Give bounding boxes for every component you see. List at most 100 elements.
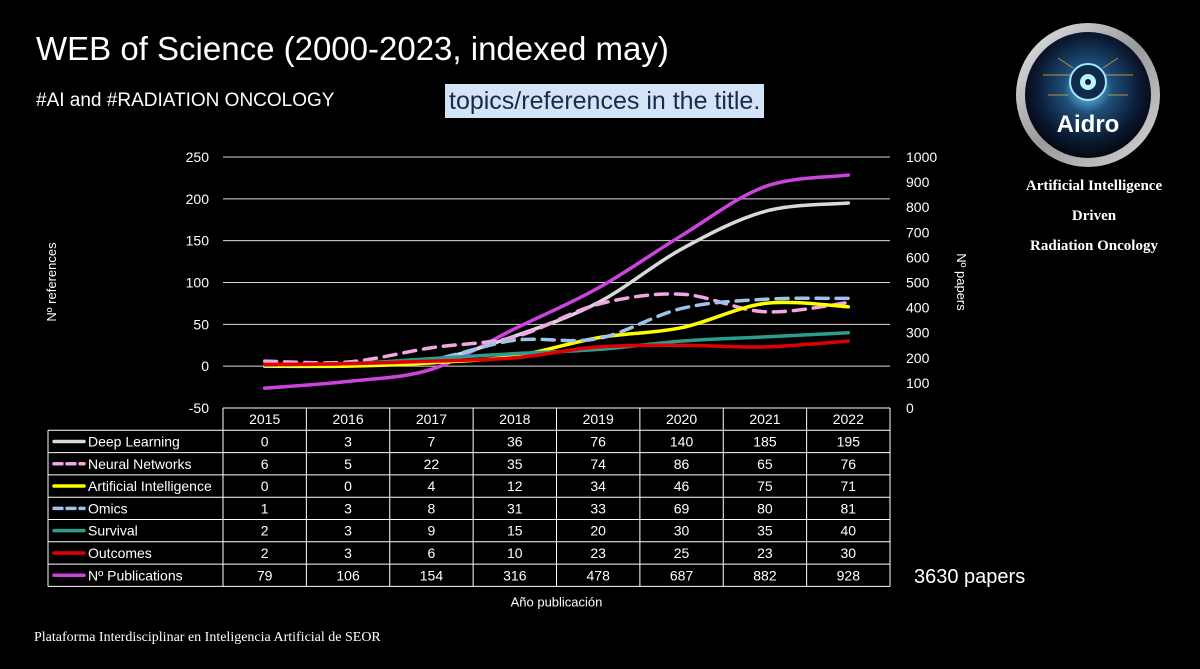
series-line-deep-learning [262,201,851,368]
y2-tick-label: 500 [906,275,930,291]
table-cell: 106 [336,567,360,583]
highlighted-note: topics/references in the title. [445,84,765,118]
y-tick-label: 250 [186,149,210,165]
y-tick-label: -50 [189,400,209,416]
y-tick-label: 100 [186,275,210,291]
y2-tick-label: 0 [906,400,914,416]
table-cell: 35 [507,456,523,472]
table-cell: 81 [841,500,857,516]
y2-tick-label: 900 [906,174,930,190]
y-axis-title: Nº references [44,242,59,322]
legend-label: Artificial Intelligence [88,478,212,494]
table-cell: 1 [261,500,269,516]
x-tick-label: 2015 [249,411,280,427]
table-cell: 882 [753,567,777,583]
table-cell: 0 [261,478,269,494]
legend-label: Survival [88,523,138,539]
y2-tick-label: 800 [906,199,930,215]
table-cell: 71 [841,478,857,494]
x-tick-label: 2018 [499,411,530,427]
table-cell: 6 [261,456,269,472]
y2-tick-label: 600 [906,249,930,265]
y-tick-label: 150 [186,233,210,249]
x-tick-label: 2022 [833,411,864,427]
table-cell: 12 [507,478,523,494]
table-cell: 195 [837,433,861,449]
y2-tick-label: 1000 [906,149,937,165]
table-cell: 23 [757,545,773,561]
table-cell: 74 [590,456,606,472]
y2-tick-label: 700 [906,224,930,240]
brand-line-2: Driven [1071,208,1117,224]
y2-tick-label: 100 [906,375,930,391]
table-cell: 10 [507,545,523,561]
legend-label: Neural Networks [88,456,191,472]
table-cell: 69 [674,500,690,516]
table-cell: 928 [837,567,861,583]
table-cell: 33 [590,500,606,516]
table-cell: 0 [261,433,269,449]
x-tick-label: 2021 [749,411,780,427]
table-cell: 31 [507,500,523,516]
table-cell: 20 [590,523,606,539]
table-cell: 30 [841,545,857,561]
table-cell: 687 [670,567,694,583]
x-tick-label: 2019 [583,411,614,427]
table-cell: 76 [590,433,606,449]
table-cell: 8 [428,500,436,516]
footer-text: Plataforma Interdisciplinar en Inteligen… [34,630,381,645]
y-tick-label: 50 [193,316,209,332]
table-cell: 2 [261,523,269,539]
table-cell: 3 [344,433,352,449]
table-cell: 0 [344,478,352,494]
page-title: WEB of Science (2000-2023, indexed may) [36,30,669,67]
table-cell: 36 [507,433,523,449]
x-tick-label: 2016 [332,411,363,427]
table-cell: 86 [674,456,690,472]
table-cell: 80 [757,500,773,516]
table-cell: 5 [344,456,352,472]
table-cell: 35 [757,523,773,539]
table-cell: 3 [344,500,352,516]
page-subtitle: #AI and #RADIATION ONCOLOGY [36,90,335,111]
x-tick-label: 2020 [666,411,697,427]
logo-text: Aidro [1057,111,1120,138]
table-cell: 3 [344,545,352,561]
table-cell: 76 [841,456,857,472]
series-line-n-publications [262,173,851,390]
brand-line-1: Artificial Intelligence [1025,178,1163,194]
y2-tick-label: 400 [906,300,930,316]
series-line-outcomes [262,339,851,367]
table-cell: 75 [757,478,773,494]
y-tick-label: 200 [186,191,210,207]
table-cell: 79 [257,567,273,583]
table-cell: 140 [670,433,694,449]
table-cell: 23 [590,545,606,561]
table-cell: 30 [674,523,690,539]
table-cell: 15 [507,523,523,539]
brand-line-3: Radiation Oncology [1030,238,1158,254]
table-cell: 6 [428,545,436,561]
x-axis-title: Año publicación [511,594,603,609]
y2-axis-title: Nº papers [954,253,969,311]
table-cell: 2 [261,545,269,561]
total-papers: 3630 papers [914,566,1026,588]
aidro-logo: Aidro [1016,23,1160,167]
table-cell: 3 [344,523,352,539]
legend-label: Omics [88,500,128,516]
y2-tick-label: 300 [906,325,930,341]
x-tick-label: 2017 [416,411,447,427]
legend-label: Deep Learning [88,433,180,449]
table-cell: 316 [503,567,527,583]
series-line-neural-networks [262,292,851,365]
table-cell: 185 [753,433,777,449]
table-cell: 9 [428,523,436,539]
table-cell: 34 [590,478,606,494]
table-cell: 46 [674,478,690,494]
series-line-artificial-intelligence [262,300,851,369]
table-cell: 65 [757,456,773,472]
y2-tick-label: 200 [906,350,930,366]
table-cell: 7 [428,433,436,449]
legend-label: Outcomes [88,545,152,561]
